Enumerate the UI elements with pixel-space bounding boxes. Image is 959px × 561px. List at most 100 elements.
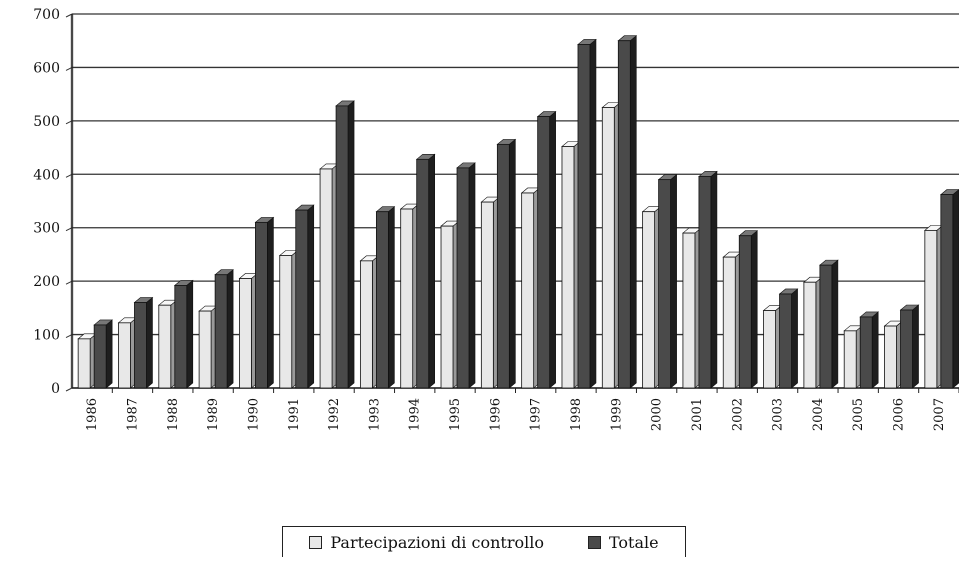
x-tick-label: 1994: [408, 398, 423, 431]
bar-partecipazioni: [480, 201, 494, 389]
y-tick-mark: [65, 13, 73, 18]
bar-partecipazioni: [359, 260, 373, 389]
x-tick-label: 1996: [488, 398, 503, 431]
bar-partecipazioni: [601, 107, 615, 389]
bar-totale: [214, 274, 228, 389]
bar-partecipazioni: [803, 281, 817, 389]
bar-side: [468, 162, 476, 389]
bar-side: [146, 296, 153, 389]
bar-partecipazioni: [239, 278, 252, 389]
bar-totale: [496, 143, 510, 389]
bar-side: [791, 288, 798, 389]
bar-partecipazioni: [118, 322, 131, 389]
bar-side: [871, 311, 879, 389]
x-tick-label: 1988: [166, 398, 181, 431]
bar-partecipazioni: [722, 256, 736, 389]
legend-label-series-2: Totale: [608, 532, 659, 552]
y-tick-mark: [65, 173, 73, 178]
y-tick-label: 700: [33, 7, 60, 23]
x-tick-label: 1998: [569, 398, 584, 431]
y-tick-mark: [65, 387, 73, 392]
bar-totale: [658, 179, 672, 389]
bar-totale: [859, 316, 873, 389]
x-tick-label: 1991: [287, 398, 302, 431]
bar-totale: [698, 176, 712, 389]
bar-partecipazioni: [884, 325, 897, 389]
bar-side: [267, 216, 274, 389]
bar-side: [670, 173, 677, 389]
x-tick-label: 1986: [85, 398, 100, 431]
bar-side: [105, 319, 113, 389]
bar-partecipazioni: [924, 229, 938, 389]
bar-side: [186, 279, 194, 389]
x-tick-label: 2002: [730, 398, 745, 431]
bar-totale: [456, 167, 470, 389]
legend: Partecipazioni di controllo Totale: [282, 526, 686, 557]
y-tick-label: 400: [33, 167, 60, 183]
bar-side: [226, 269, 234, 389]
bar-partecipazioni: [319, 168, 333, 389]
bar-totale: [174, 285, 188, 389]
legend-item-series-2: Totale: [587, 532, 659, 552]
x-tick-label: 1995: [448, 398, 463, 431]
x-tick-label: 1993: [367, 398, 382, 431]
bar-side: [952, 189, 959, 389]
legend-swatch-series-1: [309, 535, 323, 549]
bar-side: [307, 204, 315, 389]
x-tick-label: 2004: [811, 398, 826, 431]
y-tick-label: 100: [33, 328, 60, 344]
y-tick-mark: [65, 120, 73, 125]
bar-side: [388, 206, 395, 389]
bar-side: [428, 153, 436, 389]
y-tick-label: 500: [33, 114, 60, 130]
bar-totale: [335, 105, 349, 389]
y-tick-mark: [65, 334, 73, 339]
bar-side: [750, 230, 758, 389]
legend-swatch-series-2: [587, 535, 601, 549]
bar-partecipazioni: [279, 255, 293, 389]
y-tick-label: 0: [51, 381, 60, 397]
bar-totale: [134, 302, 147, 389]
bar-totale: [416, 158, 430, 389]
bar-totale: [738, 235, 752, 389]
x-tick-label: 1999: [609, 398, 624, 431]
bar-side: [589, 38, 597, 389]
y-tick-mark: [65, 66, 73, 71]
x-tick-label: 1997: [529, 398, 544, 431]
y-tick-label: 600: [33, 60, 60, 76]
legend-label-series-1: Partecipazioni di controllo: [330, 532, 544, 552]
y-tick-mark: [65, 280, 73, 285]
legend-item-series-1: Partecipazioni di controllo: [309, 533, 544, 552]
bar-side: [509, 138, 516, 389]
x-tick-label: 2001: [690, 398, 705, 431]
bar-totale: [779, 293, 792, 389]
bar-side: [831, 259, 839, 389]
y-tick-mark: [65, 227, 73, 232]
x-tick-label: 2007: [932, 398, 947, 431]
bar-partecipazioni: [198, 310, 212, 389]
bar-partecipazioni: [440, 225, 454, 389]
bar-totale: [375, 211, 389, 389]
bar-partecipazioni: [77, 338, 91, 389]
x-tick-label: 2006: [892, 398, 907, 431]
x-tick-label: 1989: [206, 398, 221, 431]
bar-partecipazioni: [158, 304, 172, 389]
bar-side: [710, 170, 718, 389]
bar-side: [347, 100, 355, 389]
x-tick-label: 2000: [650, 398, 665, 431]
bar-totale: [295, 209, 309, 389]
bar-partecipazioni: [400, 208, 414, 389]
x-tick-label: 2003: [771, 398, 786, 431]
bar-partecipazioni: [763, 310, 776, 389]
bar-totale: [617, 40, 631, 389]
bar-side: [629, 35, 637, 389]
bar-side: [549, 110, 556, 389]
bar-totale: [940, 194, 954, 389]
x-tick-label: 2005: [851, 398, 866, 431]
bar-side: [912, 304, 919, 389]
bar-totale: [537, 116, 551, 389]
bar-totale: [255, 221, 268, 389]
y-tick-label: 300: [33, 221, 60, 237]
bar-partecipazioni: [642, 211, 656, 389]
